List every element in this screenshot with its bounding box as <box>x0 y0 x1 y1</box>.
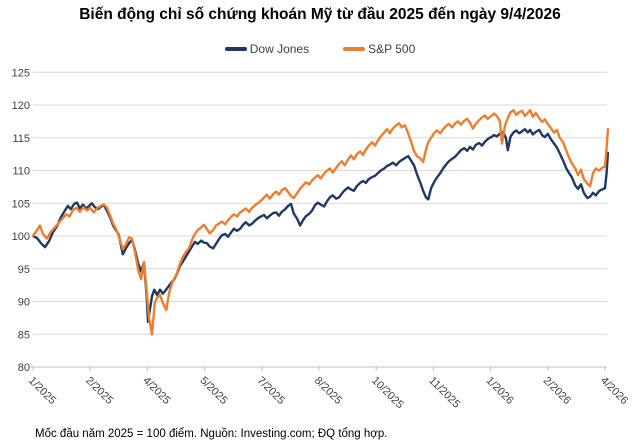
x-axis-tick-label: 11/2025 <box>426 375 462 411</box>
legend-item-dow-jones: Dow Jones <box>224 42 310 56</box>
legend-label-dow-jones: Dow Jones <box>249 42 310 56</box>
x-axis-tick-label: 8/2025 <box>312 375 344 407</box>
chart-legend: Dow Jones S&P 500 <box>0 42 640 56</box>
legend-label-sp500: S&P 500 <box>368 42 416 56</box>
x-axis-tick-label: 2/2025 <box>83 375 115 407</box>
y-axis-tick-label: 120 <box>12 100 30 112</box>
source-note: Mốc đầu năm 2025 = 100 điểm. Nguồn: Inve… <box>35 428 388 440</box>
x-axis-tick-label: 5/2025 <box>197 375 229 407</box>
y-axis-tick-label: 105 <box>12 198 30 210</box>
y-axis-tick-label: 85 <box>18 329 30 341</box>
legend-item-sp500: S&P 500 <box>343 42 415 56</box>
series-line-s-p-500 <box>31 108 610 336</box>
y-axis-tick-label: 100 <box>12 231 30 243</box>
x-axis-tick-label: 10/2025 <box>369 375 406 412</box>
x-axis-tick-label: 1/2025 <box>26 375 58 407</box>
y-axis-tick-label: 80 <box>18 362 30 374</box>
chart-title: Biến động chỉ số chứng khoán Mỹ từ đầu 2… <box>79 6 561 23</box>
x-axis-tick-label: 1/2026 <box>483 375 515 407</box>
y-axis-tick-label: 125 <box>12 67 30 79</box>
x-axis-tick-label: 4/2025 <box>140 375 172 407</box>
dow-jones-line-swatch-icon <box>224 47 247 51</box>
y-axis-tick-label: 95 <box>18 264 30 276</box>
x-axis-tick-label: 2/2026 <box>541 375 573 407</box>
y-axis-tick-label: 110 <box>12 166 30 178</box>
x-axis-tick-label: 7/2025 <box>255 375 287 407</box>
series-line-dow-jones <box>31 127 610 323</box>
y-axis-tick-label: 115 <box>12 133 30 145</box>
sp500-line-swatch-icon <box>343 47 366 51</box>
y-axis-tick-label: 90 <box>18 297 30 309</box>
x-axis-tick-label: 4/2026 <box>598 375 630 407</box>
